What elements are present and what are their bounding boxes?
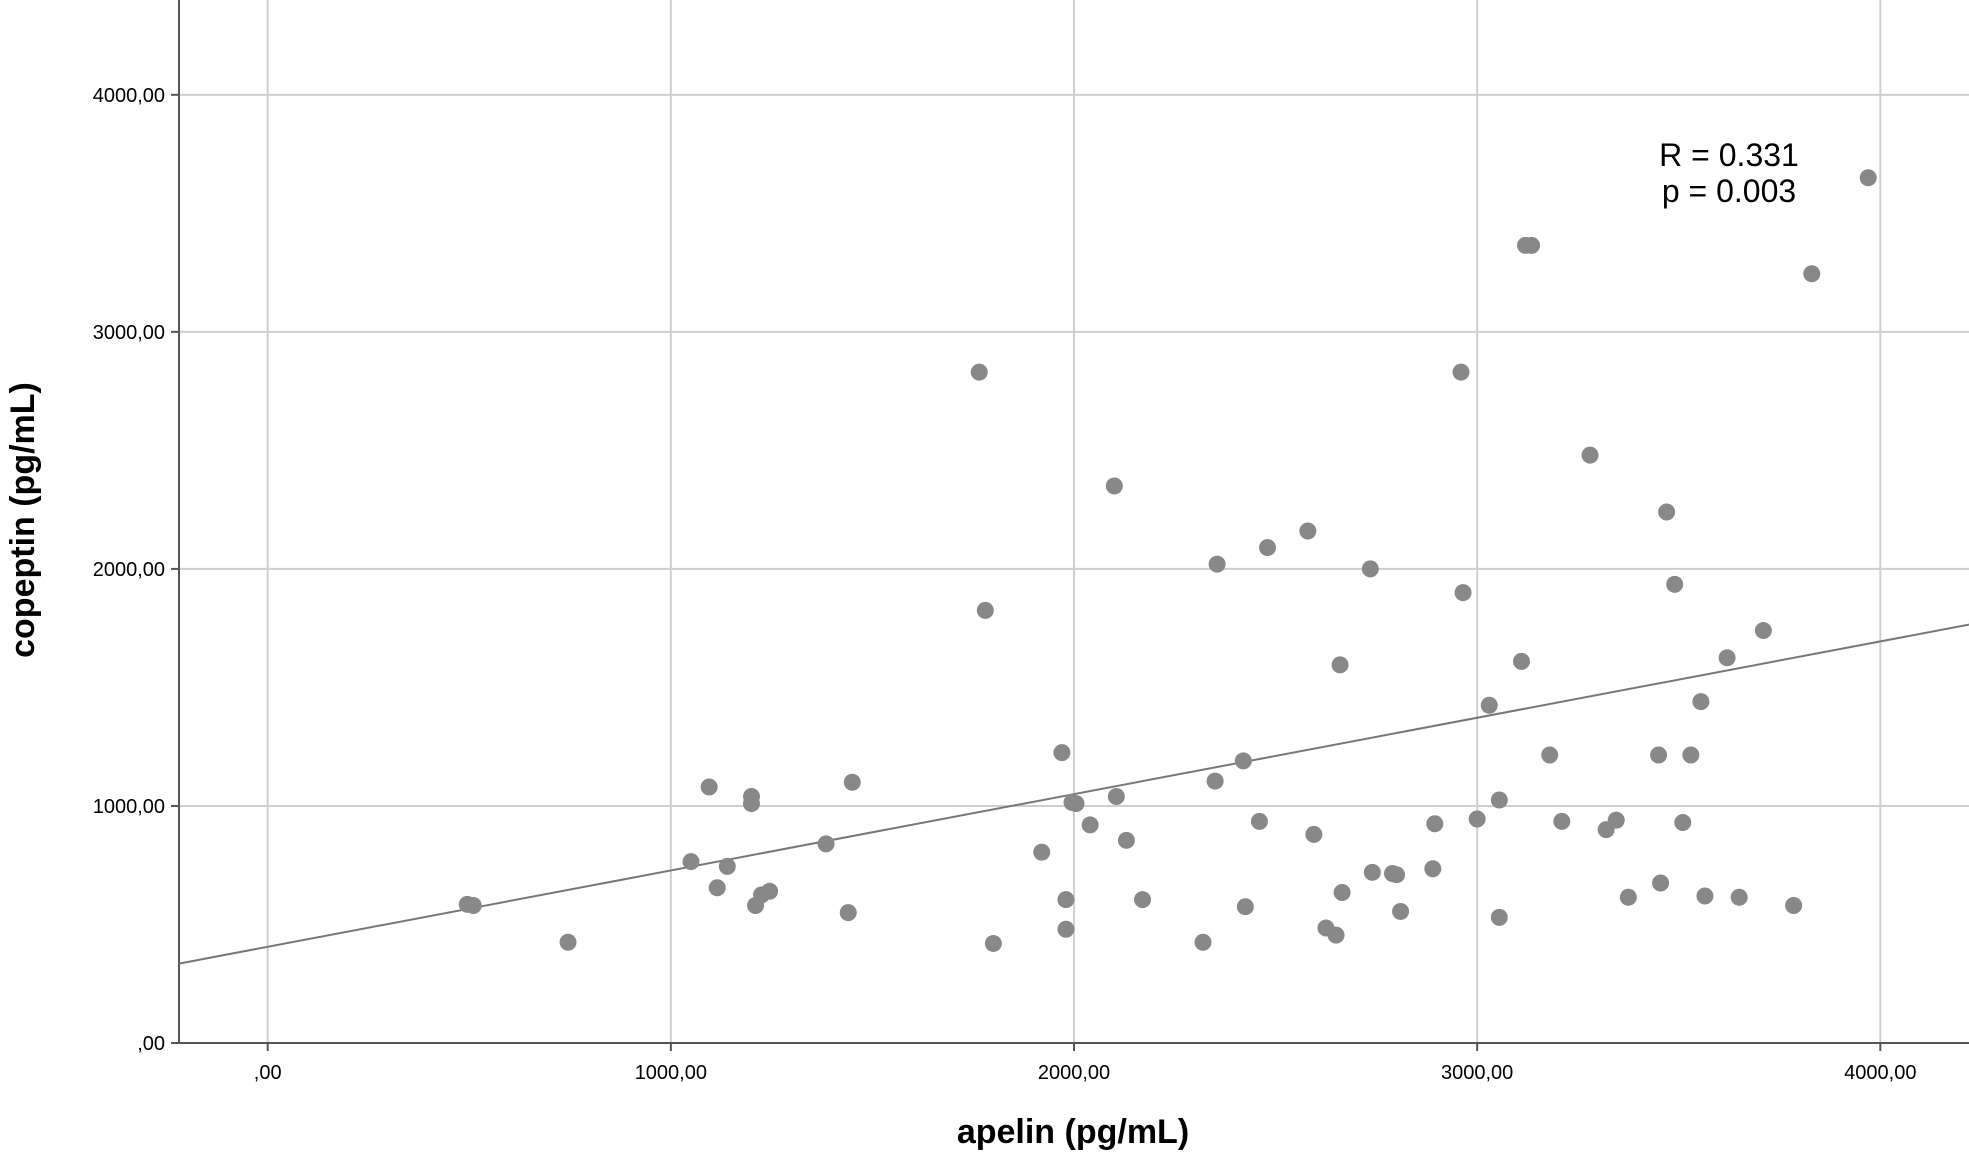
y-axis-title: copeptin (pg/mL)	[4, 382, 42, 658]
data-point	[1117, 831, 1135, 849]
data-point	[1105, 477, 1123, 495]
y-tick-label: ,00	[137, 1033, 165, 1055]
data-point	[1331, 656, 1349, 674]
x-tick-label: 3000,00	[1441, 1062, 1513, 1084]
data-point	[700, 778, 718, 796]
x-tick-label: 2000,00	[1038, 1062, 1110, 1084]
x-tick-label: 4000,00	[1844, 1062, 1916, 1084]
data-point	[1057, 891, 1075, 909]
data-point	[1454, 584, 1472, 602]
data-point	[708, 879, 726, 897]
data-point	[1696, 887, 1714, 905]
data-point	[1553, 812, 1571, 830]
data-point	[976, 601, 994, 619]
y-tick-label: 3000,00	[93, 322, 165, 344]
data-point	[1250, 812, 1268, 830]
data-point	[1107, 787, 1125, 805]
data-point	[1299, 522, 1317, 540]
data-point	[1541, 746, 1559, 764]
data-point	[1619, 888, 1637, 906]
data-point	[1234, 752, 1252, 770]
axes	[171, 0, 1969, 1051]
data-point	[1730, 888, 1748, 906]
annotation-r: R = 0.331	[1659, 137, 1799, 173]
data-point	[1658, 503, 1676, 521]
data-point	[1208, 555, 1226, 573]
data-point	[1682, 746, 1700, 764]
y-tick-label: 1000,00	[93, 796, 165, 818]
annotation-p: p = 0.003	[1662, 173, 1796, 209]
data-point	[1333, 883, 1351, 901]
data-point	[1057, 920, 1075, 938]
tick-labels: ,00 1000,00 2000,00 3000,00 4000,00 ,00 1000,0…	[93, 85, 1917, 1084]
data-point	[1426, 815, 1444, 833]
data-point	[464, 897, 482, 915]
data-point	[1363, 863, 1381, 881]
data-point	[1581, 446, 1599, 464]
y-tick-label: 4000,00	[93, 85, 165, 107]
x-tick-label: ,00	[254, 1062, 282, 1084]
data-point	[1523, 236, 1541, 254]
data-point	[1692, 693, 1710, 711]
data-point	[682, 853, 700, 871]
data-point	[1674, 814, 1692, 832]
data-point	[1236, 898, 1254, 916]
data-point	[1033, 843, 1051, 861]
data-point	[559, 933, 577, 951]
data-point	[1607, 811, 1625, 829]
data-point	[1081, 816, 1099, 834]
data-point	[1259, 539, 1277, 557]
data-point	[1652, 874, 1670, 892]
data-point	[1490, 908, 1508, 926]
data-point	[742, 795, 760, 813]
data-point	[1388, 866, 1406, 884]
y-tick-label: 2000,00	[93, 559, 165, 581]
data-point	[1718, 649, 1736, 667]
data-point	[1305, 825, 1323, 843]
data-point	[817, 835, 835, 853]
data-point	[1490, 791, 1508, 809]
data-point	[1392, 902, 1410, 920]
data-point	[1666, 575, 1684, 593]
x-axis-title: apelin (pg/mL)	[957, 1113, 1189, 1151]
data-point	[761, 882, 779, 900]
data-point	[1803, 265, 1821, 283]
data-point	[1480, 696, 1498, 714]
data-point	[1194, 933, 1212, 951]
data-point	[843, 773, 861, 791]
data-point	[1754, 622, 1772, 640]
data-point	[1650, 746, 1668, 764]
data-point	[1468, 810, 1486, 828]
data-point	[984, 934, 1002, 952]
data-point	[1206, 772, 1224, 790]
data-point	[1785, 897, 1803, 915]
data-point	[718, 857, 736, 875]
data-point	[1859, 169, 1877, 187]
data-point	[1053, 744, 1071, 762]
data-point	[1134, 891, 1152, 909]
x-tick-label: 1000,00	[635, 1062, 707, 1084]
data-point	[970, 363, 988, 381]
data-point	[839, 904, 857, 922]
data-point	[1067, 795, 1085, 813]
data-point	[1513, 652, 1530, 670]
data-point	[1361, 560, 1379, 578]
data-point	[1424, 860, 1442, 878]
correlation-annotation: R = 0.331 p = 0.003	[1659, 137, 1799, 209]
data-point	[1452, 363, 1470, 381]
data-point	[1327, 926, 1345, 944]
data-points	[458, 169, 1877, 952]
